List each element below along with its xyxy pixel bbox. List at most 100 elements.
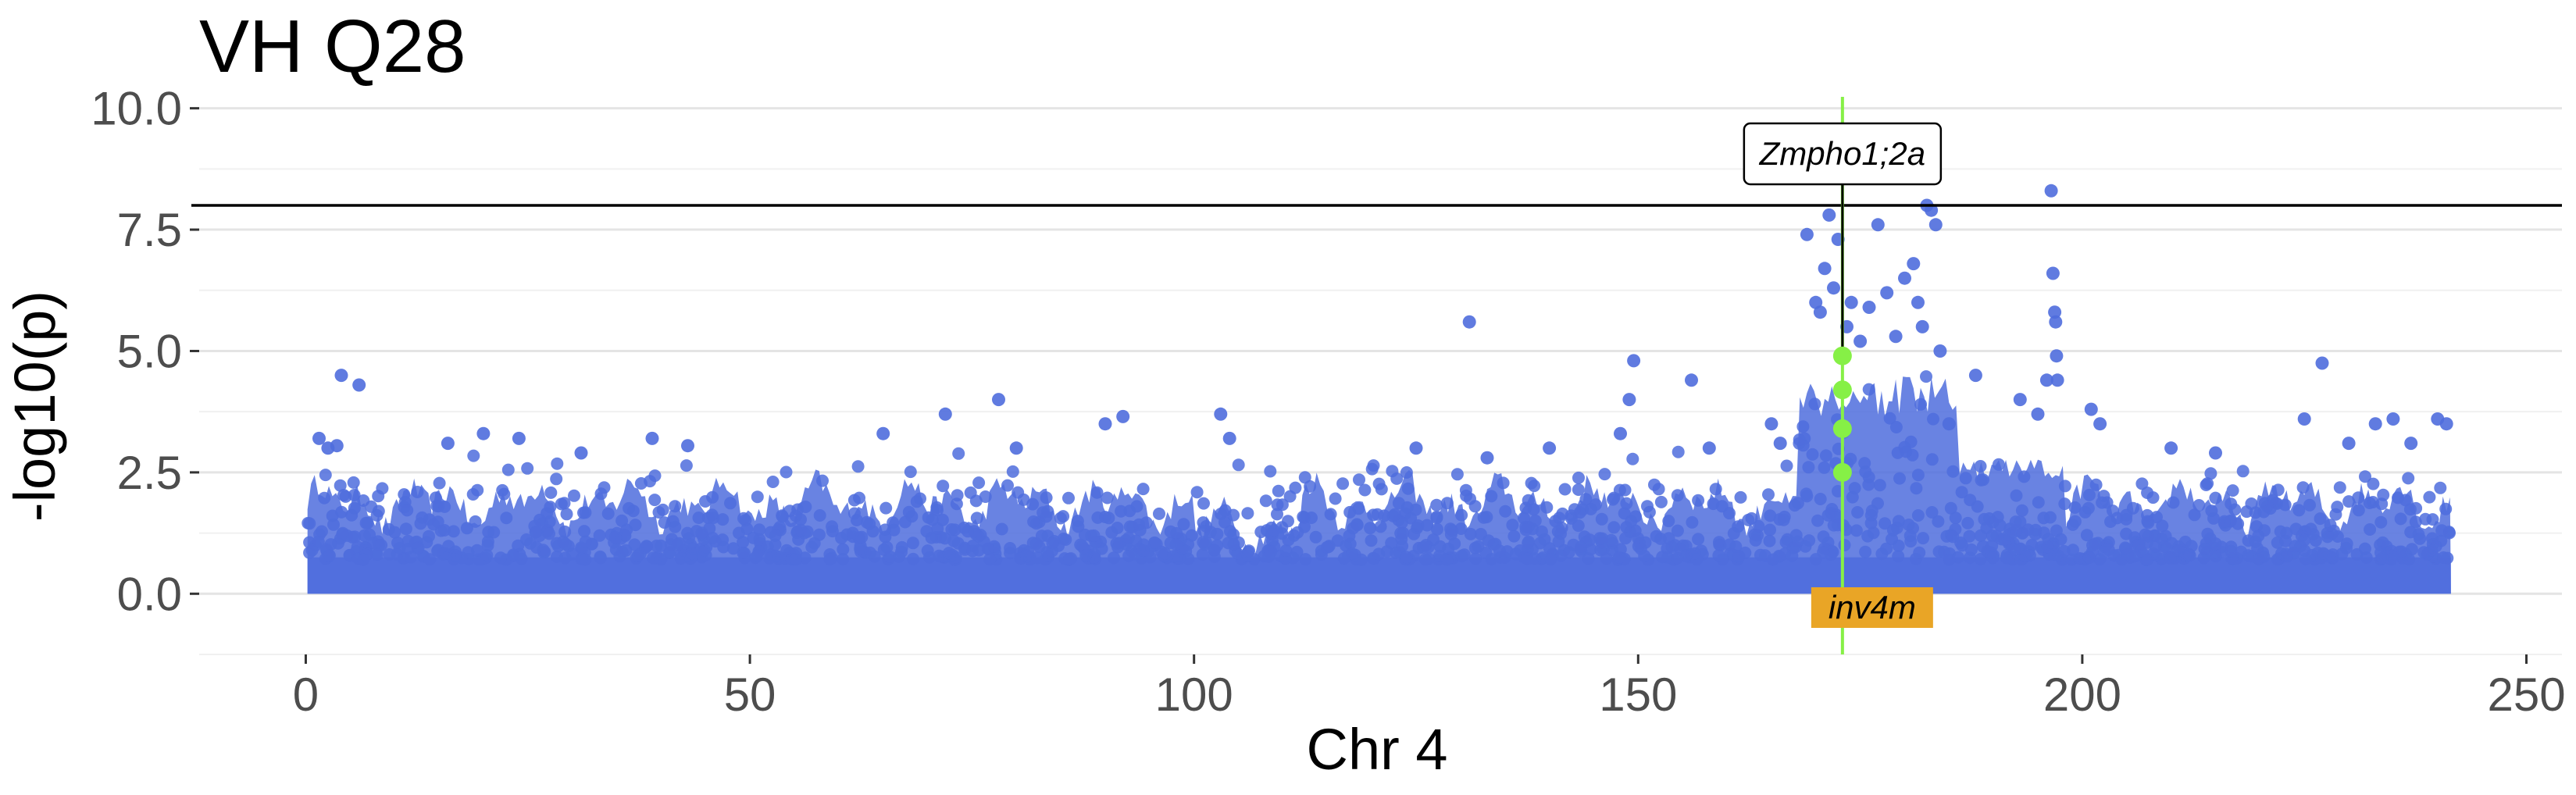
scatter-point	[876, 426, 890, 440]
axes: 0.0 2.5 5.0 7.5 10.0 0 50 100 150 200 250	[91, 83, 2565, 721]
scatter-point	[655, 539, 667, 552]
scatter-point	[2363, 497, 2376, 509]
scatter-point	[1712, 549, 1725, 562]
scatter-point	[1022, 545, 1035, 558]
scatter-point	[2368, 417, 2382, 431]
scatter-point	[681, 439, 694, 453]
scatter-point	[864, 546, 876, 559]
scatter-point	[1029, 537, 1043, 550]
scatter-point	[669, 500, 682, 513]
scatter-point	[1742, 513, 1755, 526]
scatter-point	[1027, 515, 1040, 528]
scatter-point	[1006, 465, 1019, 478]
scatter-point	[1980, 522, 1993, 535]
scatter-point	[543, 515, 556, 528]
scatter-point	[826, 520, 839, 533]
scatter-point	[1224, 525, 1236, 538]
scatter-point	[2167, 496, 2180, 509]
scatter-point	[1337, 552, 1350, 565]
scatter-point	[2279, 534, 2292, 547]
scatter-point	[1777, 513, 1790, 526]
scatter-point	[1371, 508, 1384, 521]
scatter-point	[914, 492, 926, 505]
scatter-point	[1779, 536, 1793, 549]
scatter-point	[1595, 512, 1608, 526]
scatter-point	[574, 446, 588, 460]
scatter-point	[1949, 512, 1962, 525]
scatter-point	[1372, 547, 1386, 561]
scatter-point	[2385, 553, 2398, 566]
scatter-point	[1264, 465, 1277, 478]
scatter-point	[1430, 510, 1443, 523]
scatter-point	[1788, 499, 1801, 512]
scatter-point	[1854, 334, 1868, 348]
scatter-point	[1271, 508, 1283, 521]
scatter-point	[1883, 412, 1896, 425]
scatter-point	[1431, 522, 1443, 536]
scatter-point	[1723, 507, 1736, 520]
scatter-point	[1102, 512, 1115, 525]
scatter-point	[423, 553, 437, 566]
scatter-point	[1992, 458, 2005, 471]
scatter-point	[1977, 473, 1989, 487]
scatter-point	[334, 479, 347, 492]
scatter-point	[1507, 529, 1521, 543]
scatter-point	[1215, 508, 1228, 520]
scatter-point	[1291, 526, 1304, 539]
scatter-point	[1087, 529, 1101, 542]
scatter-point	[1241, 507, 1254, 520]
scatter-point	[1211, 527, 1224, 540]
scatter-point	[1831, 519, 1844, 532]
scatter-point	[2296, 481, 2310, 494]
scatter-point	[2082, 551, 2096, 564]
scatter-point	[1282, 533, 1295, 547]
scatter-point	[2226, 484, 2239, 497]
scatter-point	[970, 512, 983, 525]
scatter-point	[769, 529, 782, 542]
scatter-point	[1411, 519, 1425, 532]
scatter-point	[2333, 481, 2346, 494]
scatter-point	[966, 544, 979, 558]
scatter-point	[1827, 281, 1840, 295]
scatter-point	[696, 546, 709, 558]
scatter-point	[1172, 552, 1186, 565]
scatter-point	[1850, 524, 1863, 537]
scatter-point	[476, 426, 491, 440]
scatter-point	[2324, 519, 2337, 532]
scatter-point	[737, 512, 750, 525]
scatter-point	[2134, 544, 2147, 558]
scatter-point	[1289, 481, 1302, 494]
scatter-point	[1367, 459, 1380, 472]
scatter-point	[1113, 537, 1126, 550]
scatter-point	[1871, 497, 1884, 510]
scatter-point	[716, 513, 730, 526]
scatter-point	[780, 465, 793, 479]
scatter-point	[2299, 552, 2312, 565]
scatter-point	[2209, 491, 2222, 504]
scatter-point	[674, 552, 687, 565]
scatter-point	[579, 506, 592, 519]
scatter-point	[399, 522, 412, 536]
scatter-point	[530, 541, 543, 554]
scatter-point	[850, 514, 863, 526]
scatter-point	[1766, 553, 1779, 566]
scatter-point	[863, 517, 876, 530]
scatter-point	[1915, 319, 1929, 333]
scatter-point	[2182, 548, 2195, 561]
scatter-point	[1506, 519, 1519, 532]
scatter-point	[579, 535, 592, 548]
scatter-point	[2049, 315, 2063, 329]
scatter-point	[1627, 354, 1641, 368]
scatter-point	[877, 543, 890, 556]
scatter-point	[1418, 553, 1432, 566]
scatter-point	[1629, 524, 1642, 537]
scatter-point	[2046, 266, 2060, 280]
scatter-point	[1638, 549, 1651, 562]
scatter-point	[1793, 433, 1806, 446]
scatter-point	[1622, 393, 1636, 407]
scatter-point	[1041, 504, 1054, 518]
scatter-point	[1800, 487, 1813, 501]
scatter-point	[1552, 535, 1565, 548]
scatter-point	[1598, 468, 1611, 481]
scatter-point	[1955, 486, 1968, 499]
